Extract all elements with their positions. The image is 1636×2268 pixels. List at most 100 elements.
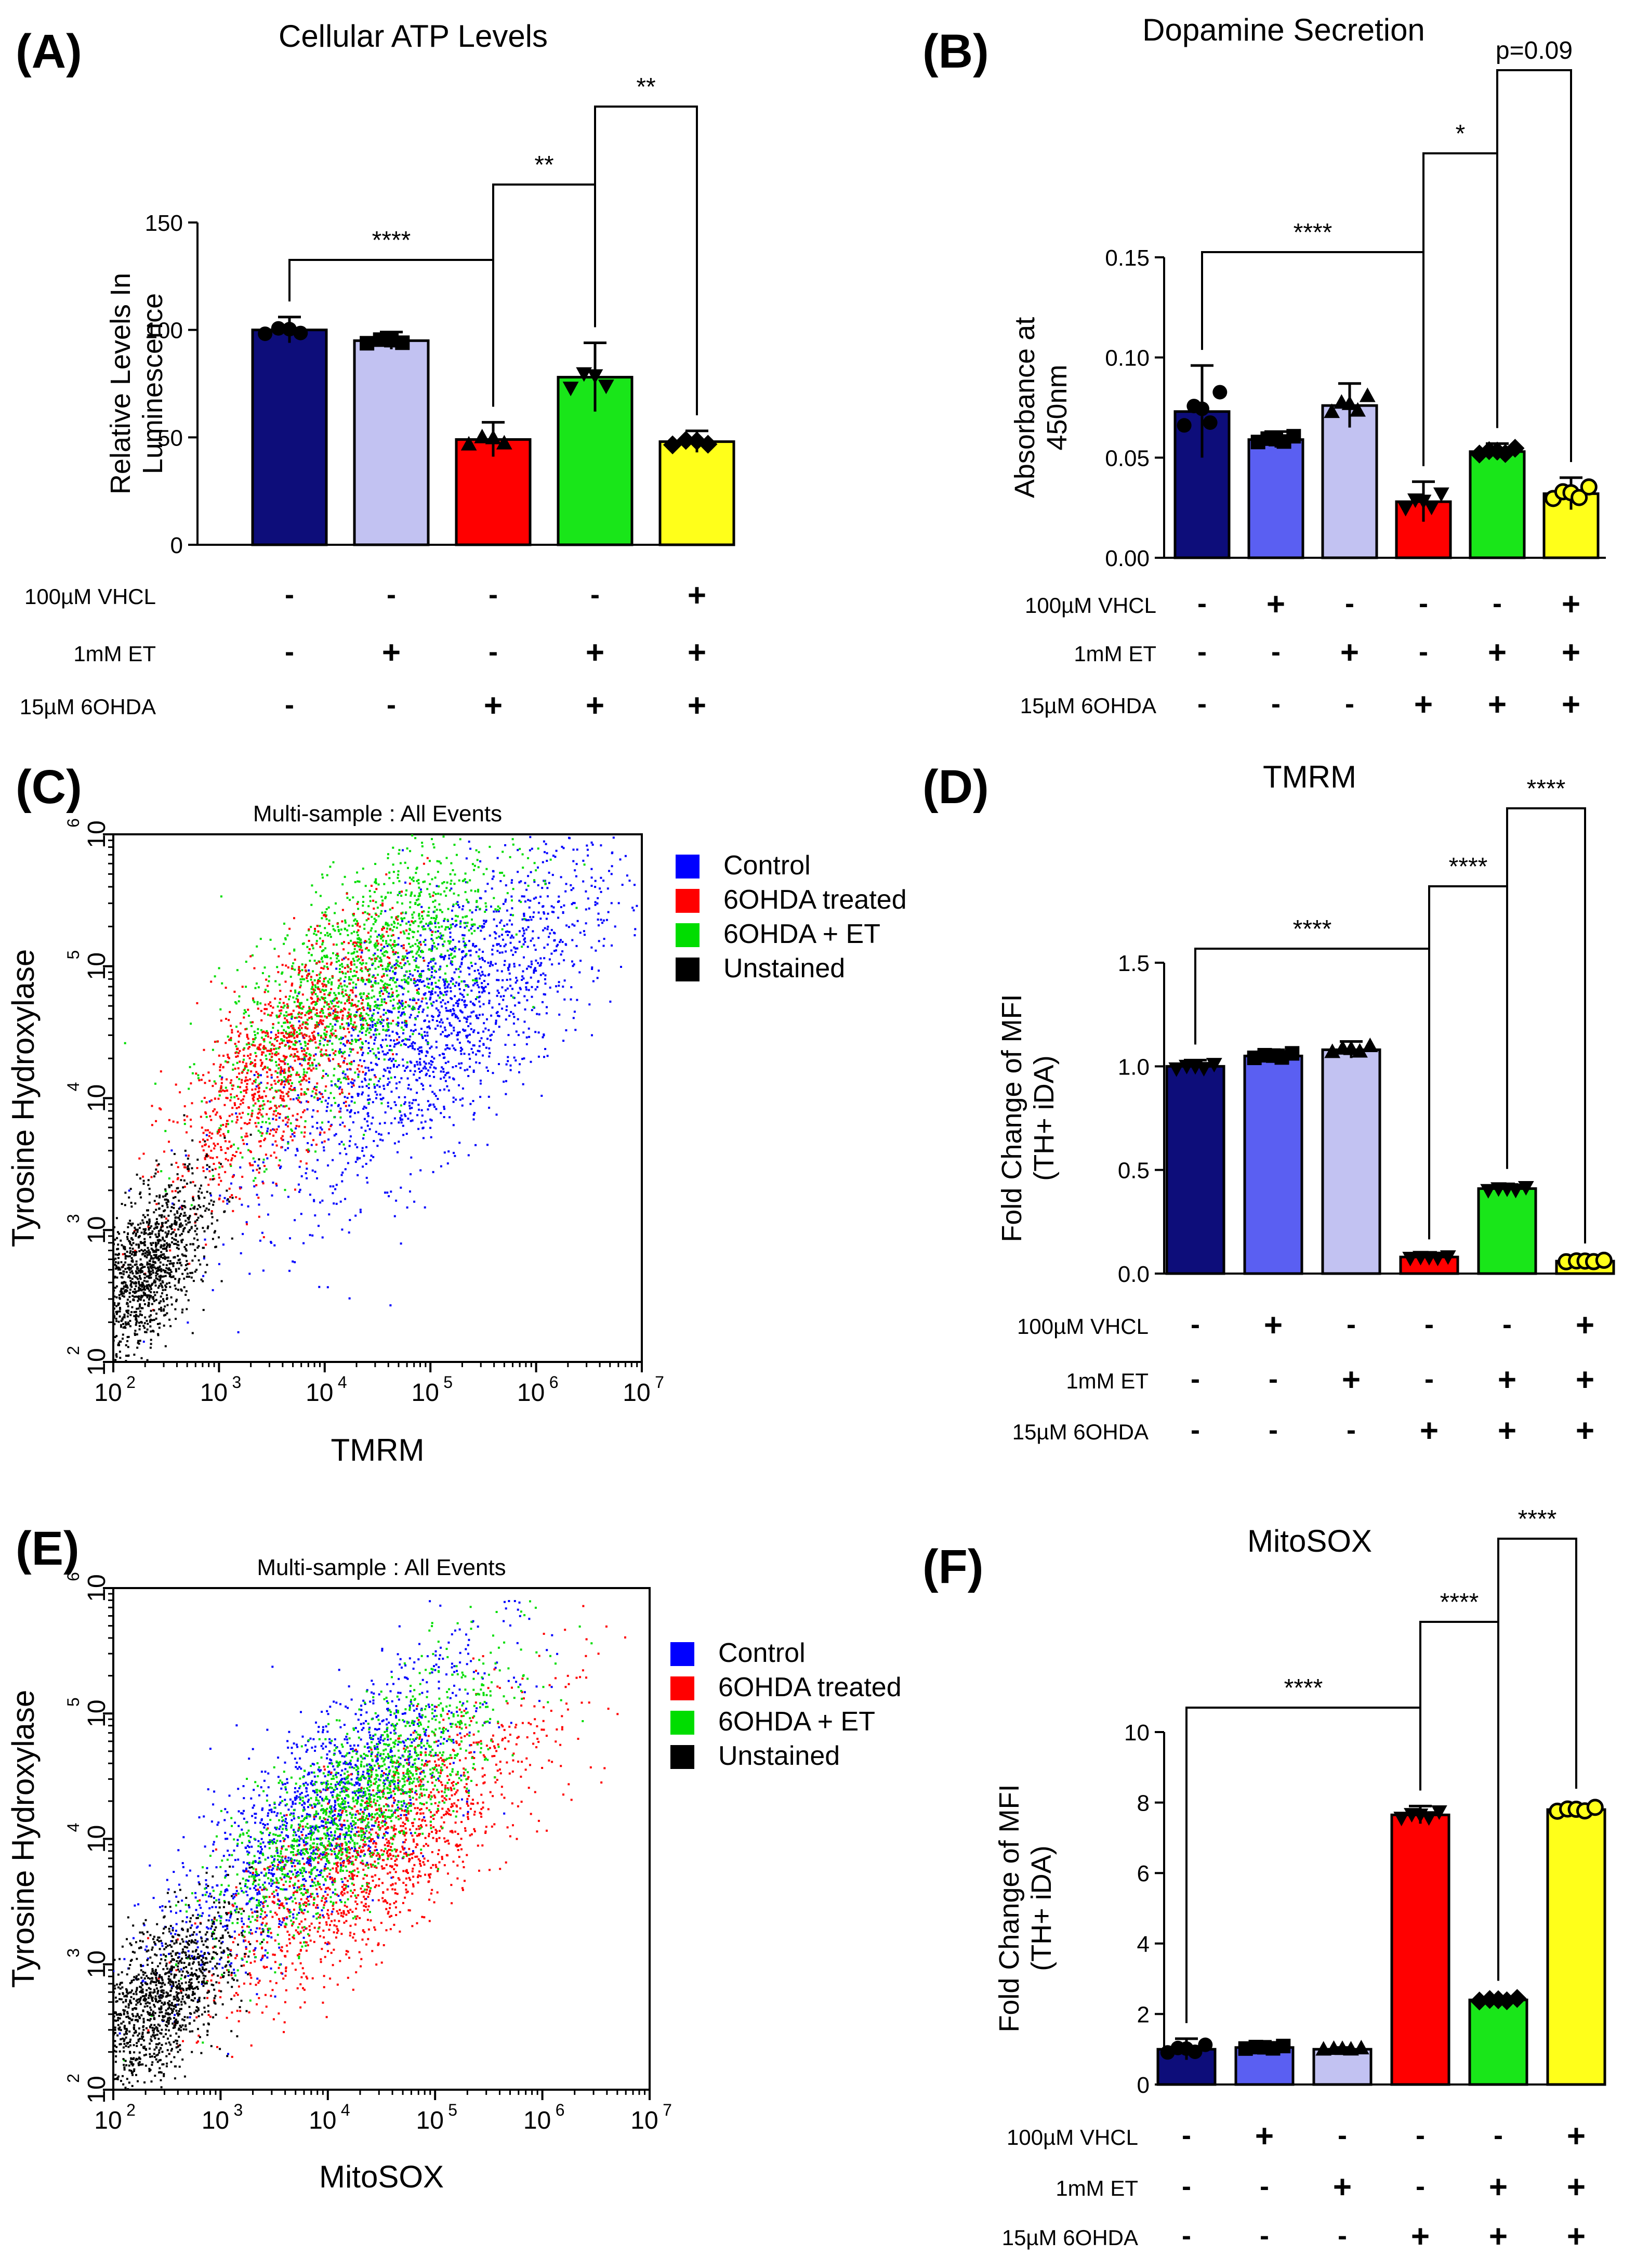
treatment-symbol: + [1488, 687, 1507, 723]
y-tick-label: 1.0 [1118, 1054, 1150, 1080]
legend-label: Unstained [723, 953, 845, 984]
bar [1243, 1054, 1303, 1275]
treatment-symbol: + [1498, 1413, 1516, 1449]
x-tick-label: 10 [200, 1379, 228, 1407]
data-point [1276, 2038, 1291, 2053]
treatment-symbol: + [1576, 1413, 1594, 1449]
y-tick-label: 10 [83, 1700, 111, 1727]
treatment-symbol: + [382, 635, 401, 671]
treatment-symbol: - [1182, 2220, 1191, 2251]
y-tick-label: 150 [145, 211, 183, 236]
data-point [1431, 1805, 1447, 1820]
treatment-symbol: + [1567, 2219, 1586, 2254]
treatment-symbol: - [1197, 688, 1207, 719]
treatment-symbol: + [1576, 1362, 1594, 1398]
data-point [1430, 1251, 1446, 1266]
legend-swatch [676, 923, 700, 947]
data-point [1195, 401, 1209, 416]
treatment-symbol: - [1271, 688, 1281, 719]
treatment-symbol: - [1191, 1364, 1200, 1395]
data-point [395, 335, 410, 350]
chart-panel-f: 0 2 4 6 8 10 Fold Change of MFI (TH+ iDA) **** **… [994, 1505, 1606, 2254]
x-tick-exponent: 6 [549, 1373, 559, 1392]
significance-bracket [1497, 1538, 1577, 1981]
data-point [1341, 395, 1358, 410]
treatment-symbol: + [1562, 687, 1580, 723]
treatment-row-label: 100µM VHCL [1007, 2125, 1138, 2149]
significance-label: * [1456, 120, 1466, 148]
x-tick-label: 10 [523, 2107, 551, 2134]
data-point [587, 369, 603, 384]
data-point [271, 321, 286, 336]
significance-label: ** [636, 73, 655, 101]
bar [251, 329, 328, 546]
treatment-symbol: - [1191, 1414, 1200, 1446]
bar [455, 438, 532, 546]
treatment-symbol: - [1197, 588, 1207, 619]
data-point [1196, 1062, 1212, 1077]
data-point [1362, 1037, 1378, 1052]
bar [1469, 450, 1526, 559]
data-point [1480, 1184, 1497, 1199]
x-tick-label: 10 [202, 2107, 229, 2134]
data-point [1206, 1058, 1222, 1073]
scatter-title: Multi-sample : All Events [253, 801, 502, 827]
treatment-symbol: - [1269, 1364, 1278, 1395]
data-point [1423, 501, 1440, 516]
bar [1165, 1065, 1225, 1275]
treatment-symbol: - [1269, 1414, 1278, 1446]
bar [1546, 1808, 1606, 2086]
treatment-symbol: + [586, 635, 604, 671]
treatment-symbol: - [285, 689, 294, 720]
data-point [1198, 2037, 1213, 2052]
treatment-symbol: + [1414, 687, 1433, 723]
x-tick-exponent: 7 [655, 1373, 664, 1392]
y-tick-label: 10 [1124, 1720, 1150, 1746]
significance-label: **** [1449, 853, 1488, 881]
data-point [1433, 487, 1449, 502]
treatment-symbol: - [1416, 2120, 1425, 2151]
y-tick-label: 0.5 [1118, 1158, 1150, 1184]
legend-label: 6OHDA + ET [718, 1707, 875, 1737]
x-tick-exponent: 2 [126, 2101, 136, 2119]
event-cloud [113, 834, 638, 1362]
y-tick-label: 100 [145, 318, 183, 344]
bar [353, 339, 430, 546]
treatment-row-label: 1mM ET [1056, 2176, 1138, 2200]
data-point [293, 325, 308, 340]
data-point [1518, 1181, 1534, 1196]
bar [1247, 438, 1304, 559]
bar [658, 440, 735, 546]
treatment-symbol: + [1411, 2219, 1430, 2254]
y-axis-label: Tyrosine Hydroxylase [6, 1690, 41, 1988]
event-dots [113, 1114, 261, 1362]
y-tick-label: 0.0 [1118, 1262, 1150, 1287]
data-point [1508, 1184, 1524, 1199]
data-point [1212, 385, 1228, 400]
treatment-row-label: 1mM ET [1066, 1369, 1149, 1393]
y-tick-exponent: 5 [64, 1697, 83, 1707]
panel-letter-a: (A) [16, 25, 82, 78]
significance-label: **** [372, 227, 411, 254]
x-axis-label: MitoSOX [319, 2159, 444, 2194]
treatment-symbol: - [489, 579, 498, 610]
treatment-symbol: + [1567, 2169, 1586, 2205]
y-tick-label: 4 [1137, 1932, 1150, 1957]
y-axis-label: Tyrosine Hydroxylase [6, 949, 41, 1248]
treatment-symbol: + [1266, 586, 1285, 622]
x-axis-label: TMRM [331, 1433, 425, 1467]
data-point [1586, 1799, 1604, 1816]
panel-b-title: Dopamine Secretion [1142, 12, 1425, 47]
treatment-symbol: + [688, 578, 706, 613]
data-point [1203, 415, 1218, 430]
treatment-row-label: 100µM VHCL [1025, 593, 1156, 618]
bar [1321, 404, 1378, 559]
treatment-symbol: - [1424, 1364, 1434, 1395]
data-point [663, 435, 682, 454]
y-tick-label: 0.05 [1105, 445, 1150, 471]
data-point [676, 430, 695, 450]
y-tick-label: 0.00 [1105, 546, 1150, 571]
